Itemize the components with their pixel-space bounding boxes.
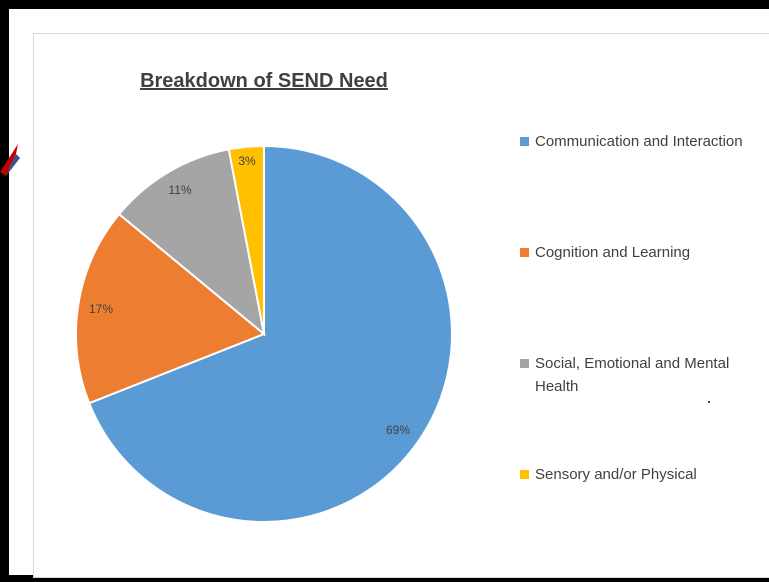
legend-swatch — [520, 137, 529, 146]
pie-slice-3 — [117, 148, 266, 337]
slice-label-1: 69% — [386, 423, 410, 437]
pie-slice-1 — [87, 144, 453, 523]
slice-label-2: 17% — [89, 302, 113, 316]
legend-item-2: Cognition and Learning — [520, 241, 760, 264]
legend-label: Cognition and Learning — [535, 244, 691, 261]
legend-swatch — [520, 248, 529, 257]
slice-label-4: 3% — [238, 154, 256, 168]
pie-slice-2 — [75, 212, 266, 405]
stray-dot — [708, 401, 710, 403]
pie-slice-4 — [227, 144, 265, 335]
legend-item-4: Sensory and/or Physical — [520, 463, 760, 486]
chart-title: Breakdown of SEND Need — [140, 70, 388, 92]
arrow-icon — [0, 144, 20, 176]
slice-label-3: 11% — [168, 183, 191, 197]
legend-label: Social, Emotional and Mental Health — [535, 355, 730, 395]
legend-swatch — [520, 359, 529, 368]
legend-item-1: Communication and Interaction — [520, 130, 760, 153]
legend-label: Sensory and/or Physical — [535, 466, 697, 483]
legend-label: Communication and Interaction — [535, 133, 743, 150]
legend-item-3: Social, Emotional and Mental Health — [520, 352, 760, 398]
legend-swatch — [520, 470, 529, 479]
